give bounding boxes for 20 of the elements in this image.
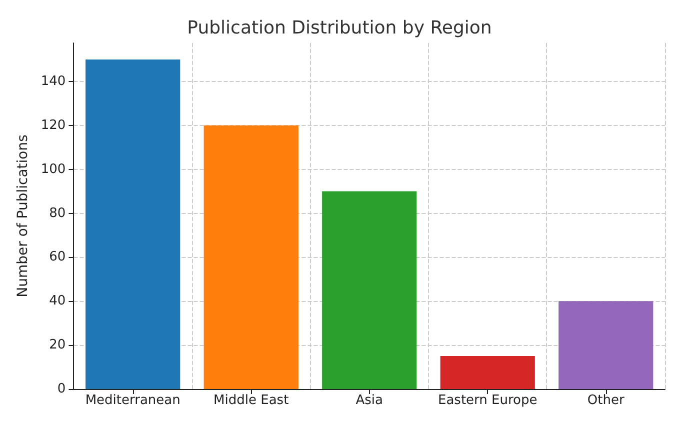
bar [86,59,180,389]
bar [558,301,654,389]
bar [322,191,417,389]
y-tick-label: 80 [49,206,66,221]
y-tick-label: 60 [49,250,66,265]
x-tick-label: Asia [356,393,383,408]
x-tick-label: Mediterranean [85,393,180,408]
x-tick-label: Middle East [214,393,289,408]
x-tick-label: Eastern Europe [438,393,538,408]
y-tick-label: 140 [40,74,66,89]
y-tick-label: 20 [49,338,66,353]
y-tick-label: 120 [40,118,66,133]
y-tick-label: 100 [40,162,66,177]
y-tick-label: 40 [49,294,66,309]
y-tick-label: 0 [57,382,66,396]
bar [204,125,298,389]
y-axis-title: Number of Publications [15,134,31,298]
x-tick-label: Other [587,393,625,408]
chart-title: Publication Distribution by Region [187,18,492,38]
bar [440,356,535,389]
